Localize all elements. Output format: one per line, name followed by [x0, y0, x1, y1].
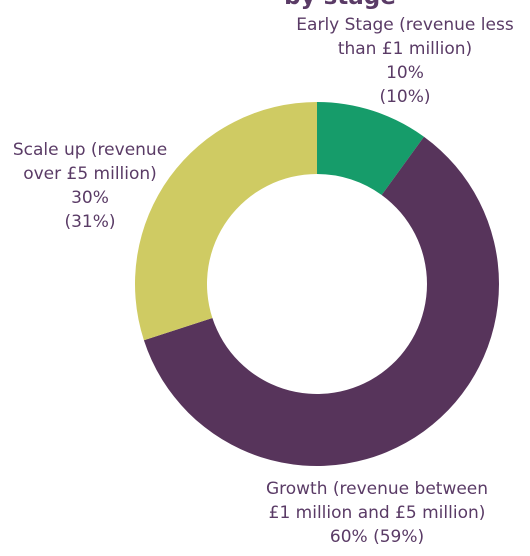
slice-label-2-line-0: Scale up (revenue — [13, 140, 167, 160]
donut-slice-0 — [317, 102, 424, 196]
slice-label-2-line-3: (31%) — [64, 212, 115, 232]
slice-label-1: Growth (revenue between £1 million and £5… — [266, 479, 488, 547]
donut-slice-1 — [143, 136, 499, 466]
slice-label-0-line-0: Early Stage (revenue less — [296, 15, 514, 35]
slice-label-1-line-2: 60% (59%) — [330, 527, 424, 547]
slice-label-1-line-1: £1 million and £5 million) — [269, 503, 486, 523]
slice-label-1-line-0: Growth (revenue between — [266, 479, 488, 499]
chart-title-fragment: by stage — [284, 0, 396, 10]
donut-slice-2 — [134, 102, 317, 341]
chart-title-text: by stage — [284, 0, 396, 10]
slice-label-0-line-3: (10%) — [379, 87, 430, 107]
slice-label-2-line-2: 30% — [71, 188, 109, 208]
slice-label-0-line-2: 10% — [386, 63, 424, 83]
slice-labels: Early Stage (revenue less than £1 million… — [13, 15, 514, 547]
slice-label-0: Early Stage (revenue less than £1 million… — [296, 15, 514, 107]
slice-label-0-line-1: than £1 million) — [338, 39, 472, 59]
slice-label-2-line-1: over £5 million) — [23, 164, 157, 184]
donut-slices — [134, 102, 499, 466]
slice-label-2: Scale up (revenue over £5 million) 30% (31%… — [13, 140, 167, 232]
